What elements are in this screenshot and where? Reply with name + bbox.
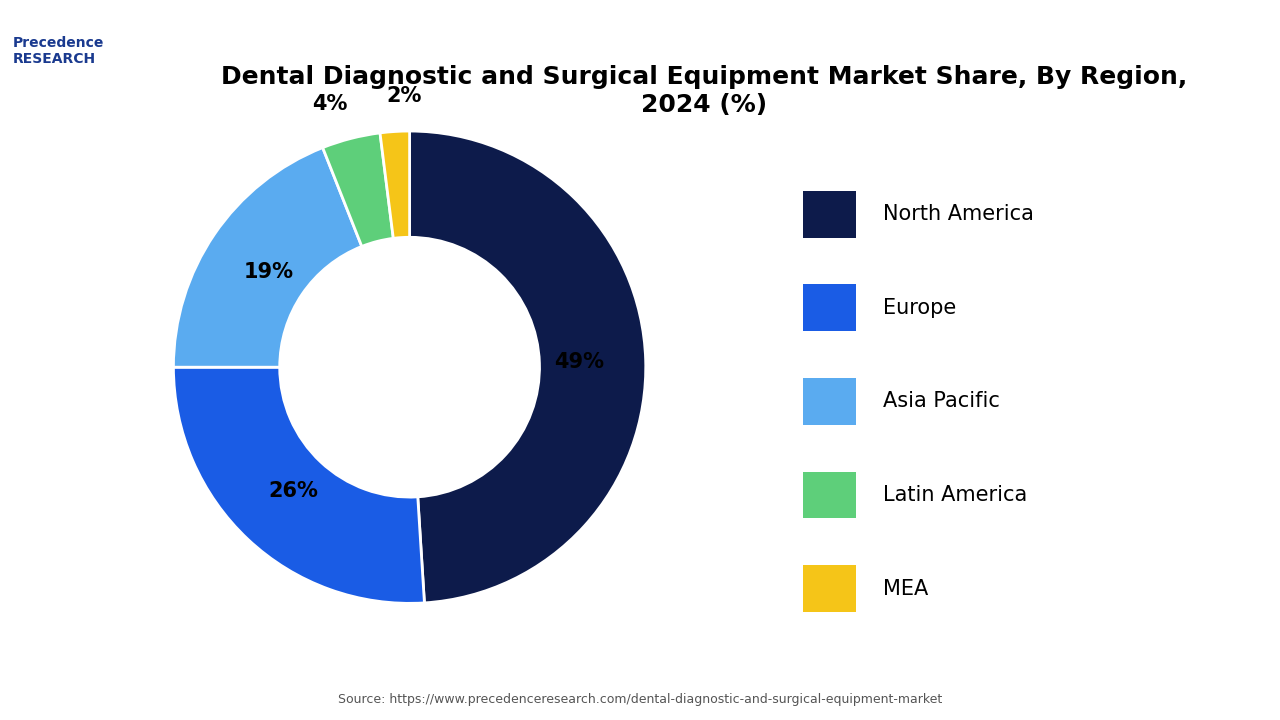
Text: 26%: 26% <box>269 481 319 501</box>
Text: Precedence
RESEARCH: Precedence RESEARCH <box>13 36 104 66</box>
Text: Dental Diagnostic and Surgical Equipment Market Share, By Region,
2024 (%): Dental Diagnostic and Surgical Equipment… <box>221 65 1187 117</box>
Wedge shape <box>380 131 410 238</box>
FancyBboxPatch shape <box>803 472 856 518</box>
Text: North America: North America <box>883 204 1034 224</box>
Text: Source: https://www.precedenceresearch.com/dental-diagnostic-and-surgical-equipm: Source: https://www.precedenceresearch.c… <box>338 693 942 706</box>
Text: 49%: 49% <box>554 352 604 372</box>
Text: Asia Pacific: Asia Pacific <box>883 392 1000 411</box>
FancyBboxPatch shape <box>803 284 856 331</box>
Text: Europe: Europe <box>883 298 956 318</box>
Wedge shape <box>323 133 393 246</box>
FancyBboxPatch shape <box>803 378 856 425</box>
FancyBboxPatch shape <box>803 565 856 612</box>
Wedge shape <box>410 131 645 603</box>
FancyBboxPatch shape <box>803 191 856 238</box>
Text: 19%: 19% <box>244 261 294 282</box>
Wedge shape <box>174 367 425 603</box>
Text: 2%: 2% <box>387 86 422 106</box>
Text: MEA: MEA <box>883 579 928 598</box>
Wedge shape <box>174 148 362 367</box>
Text: Latin America: Latin America <box>883 485 1028 505</box>
Text: 4%: 4% <box>312 94 348 114</box>
